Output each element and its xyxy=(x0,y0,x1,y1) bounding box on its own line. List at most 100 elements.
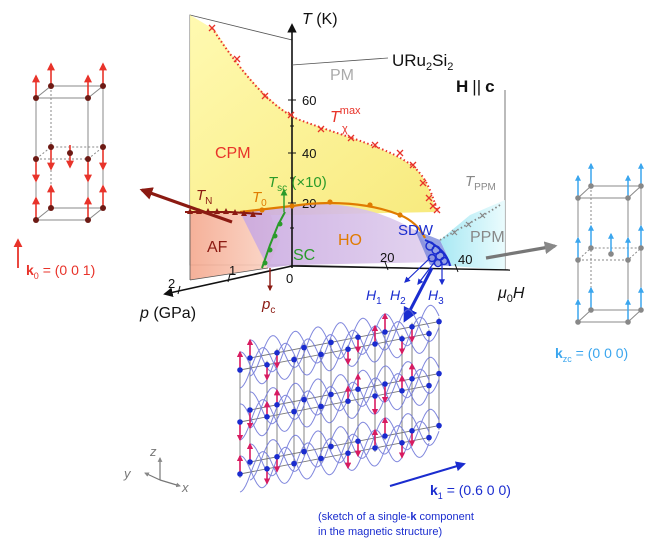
label-sc: SC xyxy=(293,247,315,264)
compound-leader xyxy=(291,57,389,66)
field-direction-label: H || c xyxy=(456,77,495,96)
p-tick-2: 2 xyxy=(168,276,175,291)
sdw-atom xyxy=(409,376,415,382)
coord-axes xyxy=(144,457,181,488)
sdw-atom xyxy=(382,329,388,335)
sdw-atom xyxy=(436,370,442,377)
sdw-atom xyxy=(301,396,307,403)
label-h3: H3 xyxy=(428,287,444,307)
af-atoms xyxy=(33,83,106,223)
k1-arrow xyxy=(389,461,466,487)
h-tick-20: 20 xyxy=(380,250,394,265)
sdw-atom xyxy=(355,438,361,445)
label-af: AF xyxy=(207,239,228,256)
af-structure-arrow xyxy=(139,187,233,224)
sdw-atom xyxy=(345,346,351,353)
sdw-atom xyxy=(328,443,334,450)
t-tick-60: 60 xyxy=(302,93,316,108)
k0-label: k0 = (0 0 1) xyxy=(26,262,95,281)
sdw-atom xyxy=(372,341,378,347)
h-axis xyxy=(291,265,511,271)
sdw-atom xyxy=(426,434,432,441)
coord-z: z xyxy=(149,444,157,459)
sdw-atom xyxy=(264,362,270,368)
sdw-atom xyxy=(274,454,280,460)
sdw-structure xyxy=(236,304,442,493)
kzc-label: kzc = (0 0 0) xyxy=(555,345,628,364)
caption-line-1: (sketch of a single-k component xyxy=(318,511,474,523)
label-tchi-max: Tmax χ xyxy=(330,105,361,135)
tchi-max-line xyxy=(211,27,439,213)
sdw-atom xyxy=(399,388,405,394)
t-axis-ticks xyxy=(288,99,296,229)
label-pm: PM xyxy=(330,67,354,84)
coord-y: y xyxy=(123,466,132,481)
label-t0: T0 xyxy=(252,189,267,209)
sdw-atom xyxy=(264,466,270,472)
sdw-atom xyxy=(426,382,432,389)
label-ppm: PPM xyxy=(470,229,505,246)
sdw-atom xyxy=(399,336,405,342)
sdw-atom xyxy=(409,324,415,330)
sdw-atom xyxy=(237,419,243,425)
h-tick-0: 0 xyxy=(286,271,293,286)
sdw-atom xyxy=(274,350,280,356)
sdw-atom xyxy=(328,391,334,398)
sdw-atom xyxy=(274,402,280,408)
tchi-crosses xyxy=(208,24,441,214)
label-cpm: CPM xyxy=(215,145,251,162)
sdw-atom xyxy=(328,339,334,346)
t0-dots xyxy=(259,199,403,218)
cpm-region xyxy=(190,15,436,215)
sdw-atom xyxy=(318,351,324,358)
k1-label: k1 = (0.6 0 0) xyxy=(430,482,511,501)
p-tick-1: 1 xyxy=(229,263,236,278)
sdw-atom xyxy=(301,448,307,455)
label-h2: H2 xyxy=(390,287,406,307)
sdw-atom xyxy=(264,414,270,420)
h-axis-label: μ0H xyxy=(497,285,525,305)
sdw-atom xyxy=(318,403,324,410)
sdw-atom xyxy=(372,445,378,451)
sdw-atom xyxy=(301,344,307,351)
ppm-region xyxy=(440,200,505,270)
p-axis-label: p (GPa) xyxy=(139,305,196,322)
coord-x: x xyxy=(181,480,189,495)
sdw-atom xyxy=(237,367,243,373)
h1-arrow xyxy=(404,257,431,283)
sdw-atom xyxy=(399,440,405,446)
ho-region xyxy=(240,203,440,268)
sdw-atom xyxy=(345,450,351,457)
sdw-atom xyxy=(355,334,361,341)
sdw-spins xyxy=(236,312,442,485)
sdw-atom xyxy=(247,407,253,413)
t-tick-40: 40 xyxy=(302,146,316,161)
sdw-waves xyxy=(239,304,440,493)
sdw-atom xyxy=(436,318,442,325)
h2-arrow xyxy=(417,259,437,285)
af-spins xyxy=(32,62,107,220)
sc-dots xyxy=(262,221,283,266)
sdw-atom xyxy=(291,460,297,467)
sdw-atom xyxy=(355,386,361,393)
label-sdw: SDW xyxy=(398,222,434,239)
sdw-atom xyxy=(372,393,378,399)
sdw-atom xyxy=(345,398,351,405)
sdw-atom xyxy=(382,433,388,439)
sdw-atom xyxy=(291,408,297,415)
sdw-atom xyxy=(291,356,297,363)
ppm-atoms xyxy=(575,183,644,325)
h-tick-40: 40 xyxy=(458,252,472,267)
t0-line xyxy=(239,201,426,239)
sdw-structure-arrow xyxy=(403,267,434,323)
compound-label: URu2Si2 xyxy=(392,51,453,73)
ppm-structure-arrow xyxy=(485,241,558,260)
sdw-atom xyxy=(436,422,442,429)
t-axis-label: T (K) xyxy=(302,11,338,28)
tppm-crosses xyxy=(451,212,486,236)
sdw-atom xyxy=(382,381,388,387)
label-tppm: TPPM xyxy=(465,173,496,193)
label-tn: TN xyxy=(196,187,212,207)
sdw-atom xyxy=(426,330,432,337)
